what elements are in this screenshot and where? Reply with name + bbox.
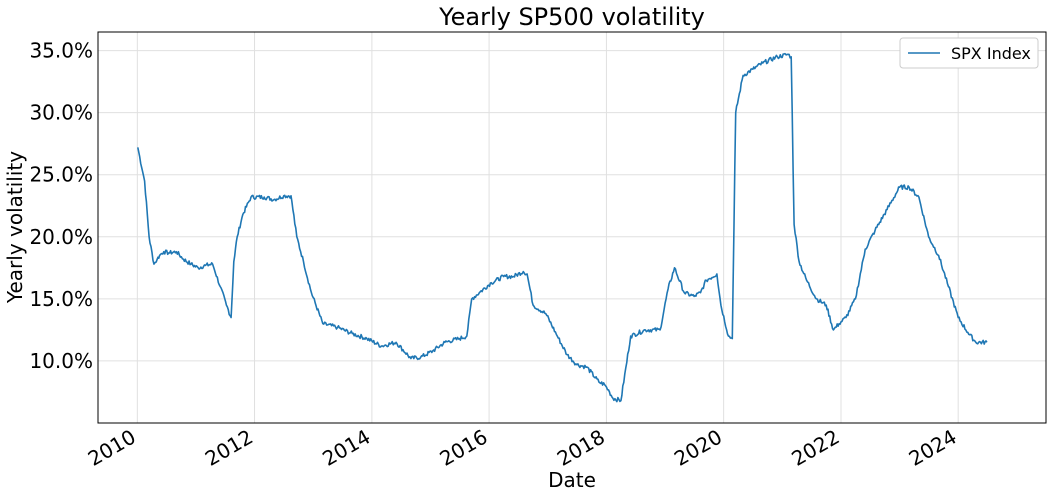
y-axis-label: Yearly volatility: [3, 151, 27, 304]
series-line-spx-index: [137, 52, 988, 403]
legend: SPX Index: [899, 37, 1039, 69]
x-tick-label: 2014: [318, 425, 374, 471]
x-axis-label: Date: [548, 468, 596, 492]
x-tick-label: 2024: [905, 425, 961, 471]
axis-ticks: 10.0% 15.0% 20.0% 25.0% 30.0% 35.0% 2010 2012 20…: [29, 39, 960, 471]
legend-box: [899, 37, 1039, 69]
grid-lines: [98, 32, 1046, 423]
legend-label-spx-index: SPX Index: [951, 44, 1031, 63]
x-tick-label: 2010: [84, 425, 140, 471]
plot-frame: [97, 31, 1047, 424]
y-tick-label: 35.0%: [29, 39, 93, 63]
y-tick-label: 25.0%: [29, 163, 93, 187]
x-tick-label: 2020: [670, 425, 726, 471]
y-tick-label: 10.0%: [29, 349, 93, 373]
x-tick-label: 2018: [553, 425, 609, 471]
y-tick-label: 20.0%: [29, 225, 93, 249]
chart-title: Yearly SP500 volatility: [438, 3, 705, 31]
y-tick-label: 30.0%: [29, 101, 93, 125]
x-tick-label: 2012: [201, 425, 257, 471]
x-tick-label: 2022: [787, 425, 843, 471]
x-tick-label: 2016: [435, 425, 491, 471]
y-tick-label: 15.0%: [29, 287, 93, 311]
